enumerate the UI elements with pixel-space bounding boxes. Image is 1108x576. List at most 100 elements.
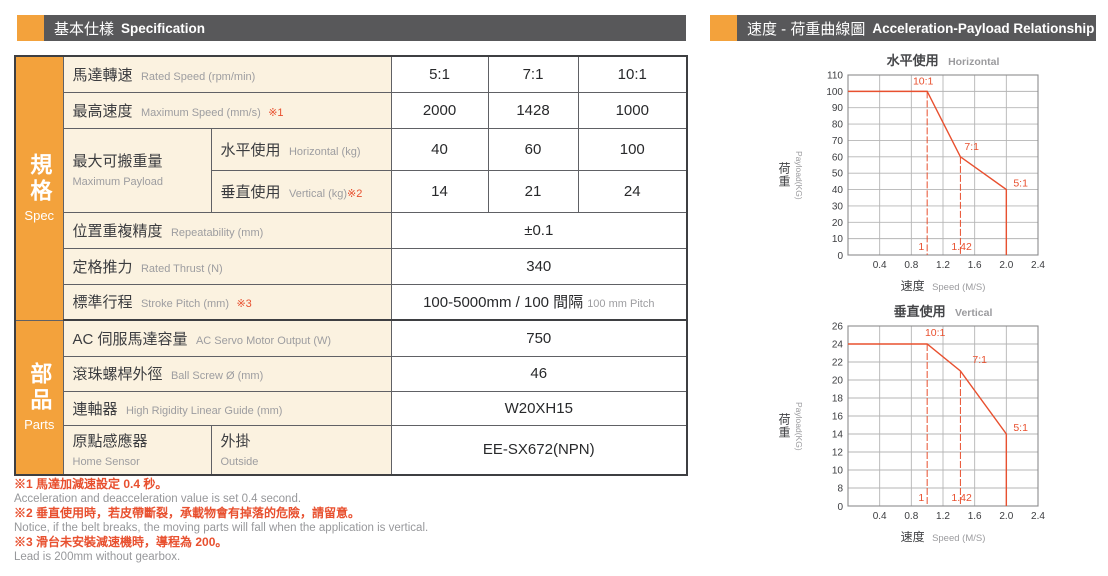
cell-payload-h-7to1: 60 [487,127,579,171]
cell-rated-speed-10to1: 10:1 [577,55,688,93]
svg-text:24: 24 [832,340,844,351]
spec-header-title-zh: 基本仕樣 [54,20,115,38]
chart-section-header: 速度 - 荷重曲線圖 Acceleration-Payload Relation… [710,15,1096,41]
svg-text:70: 70 [832,136,844,147]
label-en: Maximum Payload [72,176,163,188]
svg-text:1.6: 1.6 [968,511,982,522]
label-en: AC Servo Motor Output (W) [195,334,332,347]
stroke-value: 100-5000mm / 100 間隔 [423,294,584,312]
chart-title-zh: 水平使用 [886,53,939,68]
chart-header-title-zh: 速度 - 荷重曲線圖 [747,20,866,38]
vertical-chart-plot: 8 10 12 14 16 18 20 22 24 26 0.4 0.8 1.2 1.6 2.0 2.4 0 1 1… [832,322,1046,523]
row-label-coupler: 連軸器 High Rigidity Linear Guide (mm) [62,390,392,426]
svg-text:5:1: 5:1 [1013,422,1028,434]
svg-text:80: 80 [832,120,844,131]
chart-vertical-title: 垂直使用 Vertical [778,303,1108,320]
cell-home-sensor: EE-SX672(NPN) [390,424,688,476]
svg-text:1.42: 1.42 [951,241,972,253]
svg-text:2.4: 2.4 [1031,511,1045,522]
row-label-max-payload: 最大可搬重量 Maximum Payload [62,127,212,213]
cell-max-speed-10to1: 1000 [577,91,688,129]
label-zh: AC 伺服馬達容量 [72,330,188,348]
xlabel-en: Speed (M/S) [932,282,986,293]
charts-panel: 水平使用 Horizontal 荷重 Payload(KG) 10 20 30 40 5… [777,52,1108,544]
svg-text:7:1: 7:1 [964,141,979,153]
cell-rated-thrust: 340 [390,247,688,285]
cell-payload-h-10to1: 100 [577,127,688,171]
cell-max-speed-5to1: 2000 [390,91,489,129]
svg-text:20: 20 [832,376,844,387]
svg-text:60: 60 [832,152,844,163]
cell-servo-output: 750 [390,319,688,357]
spec-table: 規格 Spec 馬達轉速 Rated Speed (rpm/min) 5:1 7… [14,55,689,476]
table-row: 規格 Spec 馬達轉速 Rated Speed (rpm/min) 5:1 7… [14,55,688,321]
row-label-home-sensor-mount: 外掛 Outside [210,424,392,476]
xlabel-zh: 速度 [900,530,925,544]
cell-payload-v-7to1: 21 [487,169,579,213]
svg-text:0: 0 [837,251,843,262]
label-en: Home Sensor [72,455,140,468]
cell-rated-speed-5to1: 5:1 [390,55,489,93]
table-row: 部品 Parts AC 伺服馬達容量 AC Servo Motor Output… [14,319,688,476]
svg-text:110: 110 [827,71,843,82]
svg-text:1: 1 [918,241,924,253]
label-zh: 連軸器 [72,400,118,418]
svg-text:2.0: 2.0 [999,511,1013,522]
svg-text:14: 14 [832,430,844,441]
table-row: 標準行程 Stroke Pitch (mm) ※3 100-5000mm / 1… [15,283,688,321]
xlabel-en: Speed (M/S) [932,533,986,544]
spec-header-title-en: Specification [121,20,206,36]
svg-text:0.8: 0.8 [904,260,918,271]
cell-payload-v-10to1: 24 [577,169,688,213]
label-en: Vertical (kg) [288,187,348,200]
svg-text:2.0: 2.0 [999,260,1013,271]
svg-text:12: 12 [832,448,844,459]
svg-text:10:1: 10:1 [925,327,946,339]
cell-coupler: W20XH15 [390,390,688,426]
cell-rated-speed-7to1: 7:1 [487,55,579,93]
label-zh: 外掛 [220,432,251,450]
row-label-payload-horizontal: 水平使用 Horizontal (kg) [210,127,392,171]
orange-accent-square [17,15,44,41]
svg-text:5:1: 5:1 [1013,178,1028,190]
stroke-value-suffix: 100 mm Pitch [587,298,655,311]
chart-vertical: 垂直使用 Vertical 荷重 Payload(KG) 8 10 12 14 16 18… [777,303,1108,544]
ylabel-en: Payload(KG) [794,150,804,200]
footnotes: ※1 馬達加減速設定 0.4 秒。 Acceleration and deacc… [14,477,674,564]
section-parts-en: Parts [24,417,55,433]
spec-section-header: 基本仕樣 Specification [17,15,686,41]
table-row: 連軸器 High Rigidity Linear Guide (mm) W20X… [15,390,688,426]
row-label-payload-vertical: 垂直使用 Vertical (kg)※2 [210,169,392,213]
svg-text:2.4: 2.4 [1031,260,1045,271]
section-label-spec: 規格 Spec [14,55,64,321]
svg-text:50: 50 [832,169,844,180]
label-en: Stroke Pitch (mm) [140,298,229,311]
svg-text:10: 10 [832,466,844,477]
svg-text:20: 20 [832,218,844,229]
cell-payload-v-5to1: 14 [390,169,489,213]
label-zh: 馬達轉速 [72,66,133,84]
label-en: Rated Speed (rpm/min) [140,70,256,83]
cell-ball-screw: 46 [390,355,688,392]
svg-text:26: 26 [832,322,844,333]
label-en: Repeatability (mm) [170,226,264,239]
chart-horizontal-title: 水平使用 Horizontal [778,52,1108,69]
svg-text:1.6: 1.6 [968,260,982,271]
chart-title-en: Horizontal [948,56,1000,68]
table-row: 垂直使用 Vertical (kg)※2 14 21 24 [15,169,688,213]
chart-title-en: Vertical [955,307,993,319]
svg-text:0.8: 0.8 [904,511,918,522]
svg-text:7:1: 7:1 [972,354,987,366]
ylabel-zh: 荷重 [777,413,791,439]
svg-text:18: 18 [832,394,844,405]
section-spec-zh: 規格 [27,153,53,206]
section-label-parts: 部品 Parts [14,319,64,476]
footnote-3-zh: ※3 滑台未安裝減速機時，導程為 200。 [14,535,228,549]
chart-vertical-ylabel: 荷重 Payload(KG) [777,333,804,519]
label-en: Ball Screw Ø (mm) [170,370,264,382]
svg-text:1.2: 1.2 [936,511,950,522]
label-zh: 原點感應器 [72,432,148,450]
row-label-home-sensor: 原點感應器 Home Sensor [62,424,212,476]
footnote-1-zh: ※1 馬達加減速設定 0.4 秒。 [14,477,168,491]
